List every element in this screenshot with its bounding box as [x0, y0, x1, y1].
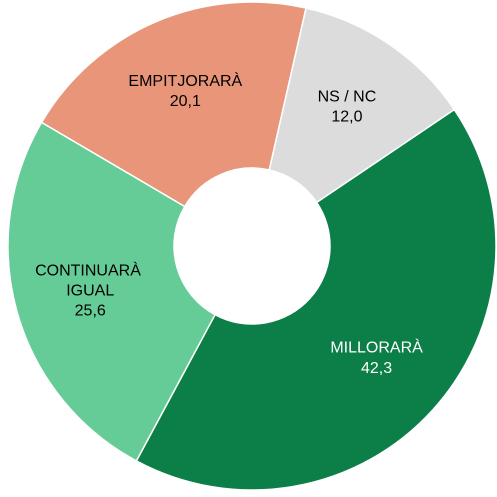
label-line: NS / NC	[318, 89, 377, 106]
label-line: CONTINUARÀ	[35, 261, 145, 280]
segment-label: EMPITJORARÀ	[128, 71, 242, 90]
donut-segment	[40, 1, 307, 208]
value-label: 12,0	[331, 109, 362, 126]
donut-segment	[135, 108, 497, 491]
value-label: 42,3	[361, 360, 392, 377]
value-label: 20,1	[170, 93, 201, 110]
value-label: 25,6	[75, 303, 106, 320]
donut-segment	[268, 7, 456, 204]
segment-label: CONTINUARÀ IGUAL	[35, 261, 145, 300]
donut-segment	[7, 121, 217, 462]
segment-label: NS / NC	[318, 89, 377, 106]
label-line: EMPITJORARÀ	[128, 71, 242, 90]
label-line: IGUAL	[66, 283, 114, 300]
label-line: MILLORARÀ	[330, 338, 423, 357]
segment-label: MILLORARÀ	[330, 338, 423, 357]
